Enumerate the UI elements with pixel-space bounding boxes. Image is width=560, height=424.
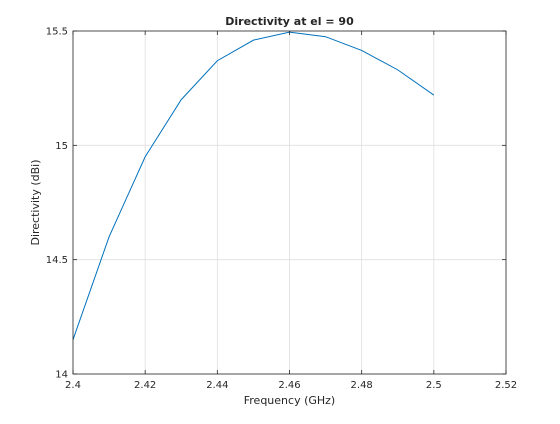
data-point bbox=[361, 50, 362, 51]
data-point bbox=[325, 36, 326, 37]
x-tick-label: 2.46 bbox=[278, 380, 300, 391]
directivity-line bbox=[72, 31, 435, 340]
y-tick-label: 14 bbox=[55, 370, 68, 381]
data-point bbox=[217, 60, 218, 61]
x-tick-label: 2.4 bbox=[65, 380, 81, 391]
y-axis-label: Directivity (dBi) bbox=[29, 159, 42, 245]
x-axis-label: Frequency (GHz) bbox=[244, 394, 335, 407]
y-tick-label: 15 bbox=[55, 141, 68, 152]
chart-title: Directivity at el = 90 bbox=[225, 15, 354, 28]
data-point bbox=[253, 40, 254, 41]
x-tick-label: 2.44 bbox=[206, 380, 228, 391]
data-point bbox=[145, 156, 146, 157]
x-tick-label: 2.42 bbox=[134, 380, 156, 391]
data-point bbox=[181, 99, 182, 100]
x-tick-label: 2.5 bbox=[426, 380, 442, 391]
data-point bbox=[397, 69, 398, 70]
series-layer bbox=[72, 31, 435, 340]
data-point bbox=[108, 236, 109, 237]
axis-ticks: 2.4 2.42 2.44 2.46 2.48 2.5 2.52 14 14.5 15 15.5 bbox=[46, 27, 517, 392]
x-tick-label: 2.48 bbox=[351, 380, 373, 391]
y-tick-label: 15.5 bbox=[46, 27, 68, 38]
x-tick-label: 2.52 bbox=[495, 380, 517, 391]
data-point bbox=[433, 94, 434, 95]
y-tick-label: 14.5 bbox=[46, 255, 68, 266]
